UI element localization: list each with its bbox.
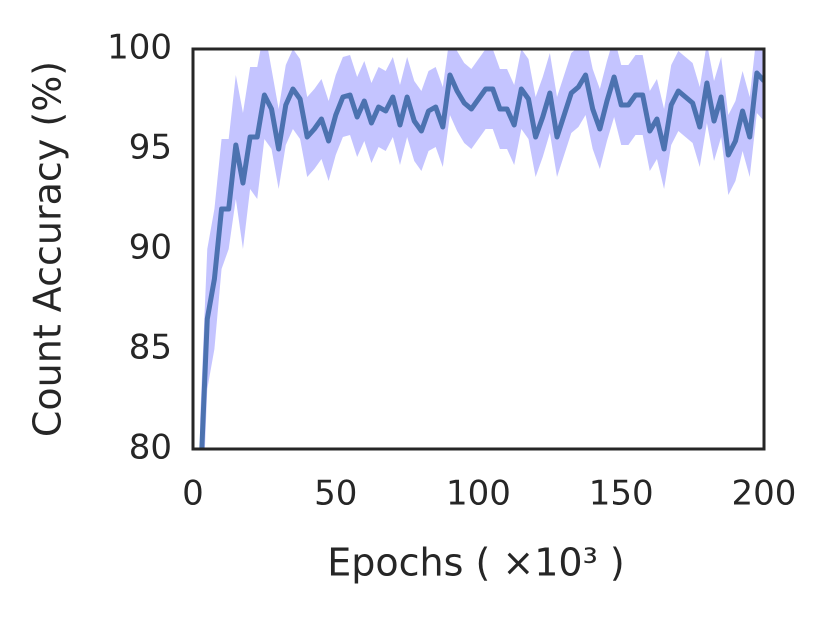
x-tick-label: 0 (182, 474, 204, 514)
x-tick-label: 150 (589, 474, 654, 514)
x-axis-label: Epochs ( ×10³ ) (327, 541, 624, 585)
x-tick-label: 100 (446, 474, 511, 514)
y-axis-label: Count Accuracy (%) (26, 61, 70, 437)
x-tick-label: 50 (314, 474, 357, 514)
y-tick-label: 100 (107, 28, 172, 68)
line (199, 70, 764, 449)
plot-frame (191, 47, 766, 451)
x-tick-label: 200 (732, 474, 797, 514)
plot-area (199, 49, 764, 449)
y-tick-label: 85 (129, 328, 172, 368)
y-tick-label: 95 (129, 128, 172, 168)
y-tick-label: 90 (129, 228, 172, 268)
y-tick-label: 80 (129, 428, 172, 468)
